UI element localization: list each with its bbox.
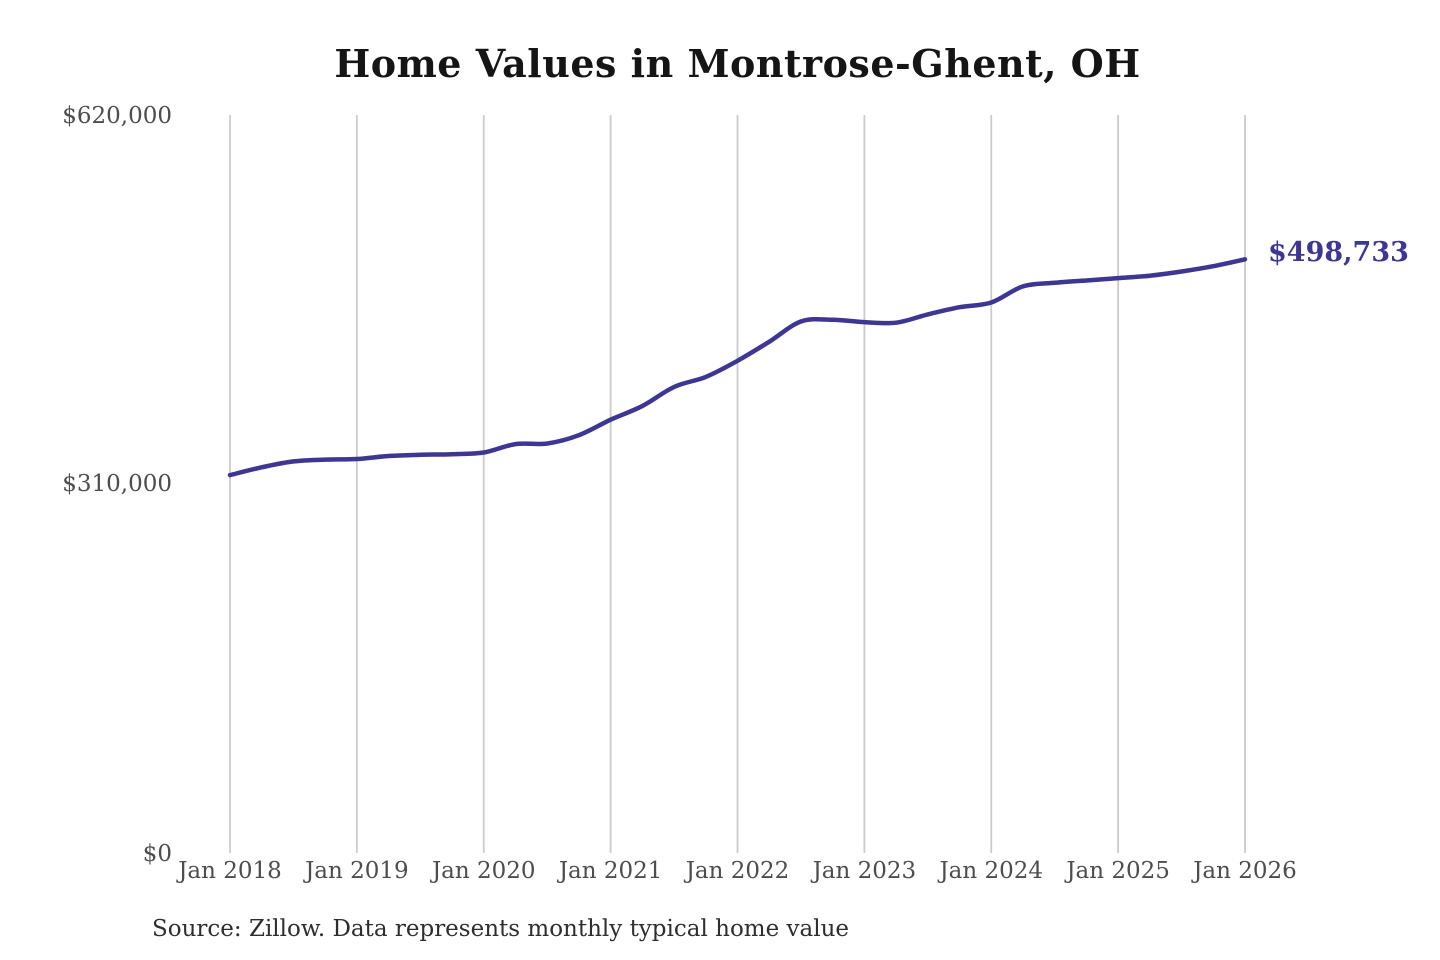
y-axis-label-620000: $620,000 bbox=[62, 103, 172, 129]
y-axis-label-0: $0 bbox=[142, 841, 172, 867]
gridline-group bbox=[229, 115, 1246, 853]
source-note: Source: Zillow. Data represents monthly … bbox=[152, 916, 850, 942]
home-value-line bbox=[227, 257, 1248, 478]
y-axis-label-310000: $310,000 bbox=[62, 471, 172, 497]
end-value-label: $498,733 bbox=[1268, 237, 1409, 269]
x-tick-label: Jan 2018 bbox=[178, 858, 282, 884]
x-tick-label: Jan 2022 bbox=[685, 858, 790, 884]
x-tick-label: Jan 2021 bbox=[558, 858, 663, 884]
x-tick-label: Jan 2025 bbox=[1066, 858, 1170, 884]
chart-title: Home Values in Montrose-Ghent, OH bbox=[334, 41, 1141, 86]
x-tick-label: Jan 2023 bbox=[812, 858, 917, 884]
x-tick-label: Jan 2019 bbox=[305, 858, 409, 884]
x-tick-label: Jan 2026 bbox=[1193, 858, 1297, 884]
x-tick-label: Jan 2020 bbox=[431, 858, 536, 884]
x-tick-label: Jan 2024 bbox=[939, 858, 1044, 884]
